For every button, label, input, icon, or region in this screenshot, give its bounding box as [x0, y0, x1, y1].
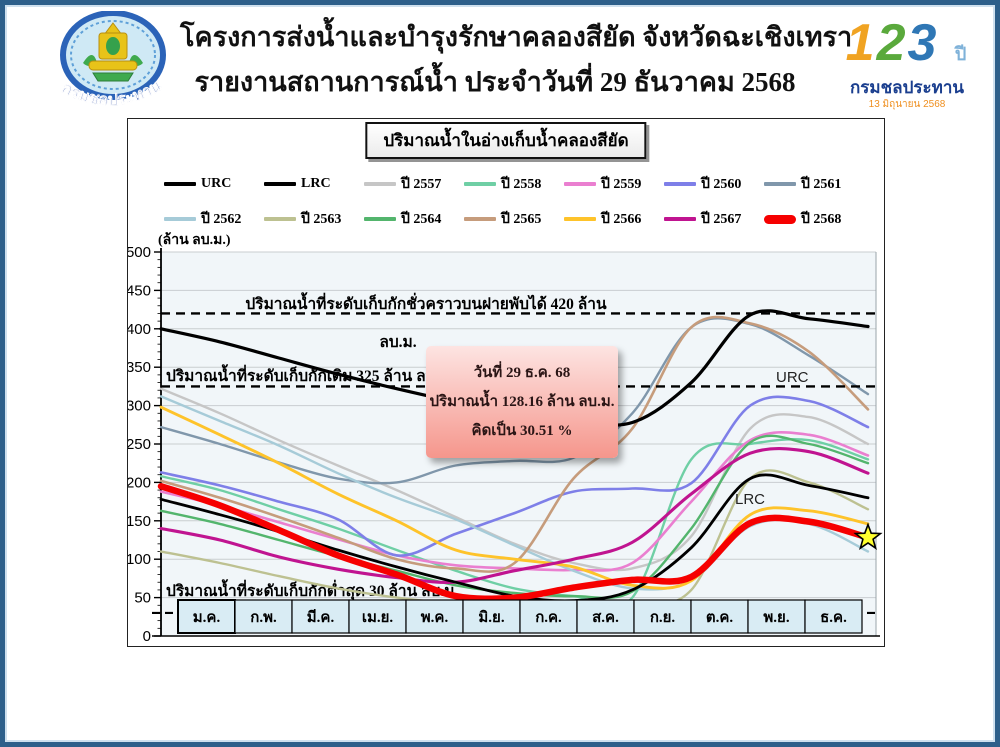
anniversary-logo: 123 ปี กรมชลประทาน 13 มิถุนายน 2568 — [817, 14, 995, 113]
legend-item-URC: URC — [164, 173, 264, 195]
department-seal-logo: กรมชลประทาน — [59, 11, 166, 109]
anniversary-123-mark: 123 ปี — [845, 14, 969, 72]
series-line-ปี-2560 — [159, 395, 870, 557]
page-title: โครงการส่งน้ำและบำรุงรักษาคลองสียัด จังห… — [180, 15, 853, 105]
legend-label: URC — [201, 176, 232, 191]
ref-label-420-line1: ปริมาณน้ำที่ระดับเก็บกักชั่วคราวบนฝายพับ… — [245, 292, 607, 313]
y-tick-label: 0 — [143, 628, 151, 645]
legend-label: ปี 2567 — [701, 212, 742, 227]
legend-swatch — [464, 217, 496, 221]
legend-label: ปี 2568 — [801, 212, 842, 227]
legend-swatch — [764, 182, 796, 186]
legend-item-ปี-2558: ปี 2558 — [464, 173, 564, 195]
legend-swatch — [264, 181, 296, 187]
legend-item-ปี-2557: ปี 2557 — [364, 173, 464, 195]
urc-inline-label: URC — [776, 369, 809, 386]
legend-item-ปี-2561: ปี 2561 — [764, 173, 864, 195]
series-line-ปี-2566 — [159, 405, 870, 590]
month-label: ส.ค. — [592, 610, 619, 626]
page-title-line-2: รายงานสถานการณ์น้ำ ประจำวันที่ 29 ธันวาค… — [194, 67, 796, 97]
annotation-volume: ปริมาณน้ำ 128.16 ล้าน ลบ.ม. — [429, 394, 615, 410]
y-tick-label: 450 — [128, 282, 151, 299]
y-tick-label: 500 — [128, 244, 151, 261]
legend-label: ปี 2558 — [501, 177, 542, 192]
legend-item-ปี-2565: ปี 2565 — [464, 208, 564, 230]
y-tick-label: 250 — [128, 436, 151, 453]
legend-item-ปี-2560: ปี 2560 — [664, 173, 764, 195]
legend-label: ปี 2564 — [401, 212, 442, 227]
legend-label: ปี 2562 — [201, 212, 242, 227]
legend-label: ปี 2563 — [301, 212, 342, 227]
month-label: ก.พ. — [250, 610, 277, 626]
current-value-star-marker — [853, 522, 883, 550]
legend-label: ปี 2566 — [601, 212, 642, 227]
legend-swatch — [364, 217, 396, 221]
ref-label-420-line2: ลบ.ม. — [379, 334, 416, 351]
legend-swatch — [664, 216, 696, 222]
legend-swatch — [264, 217, 296, 221]
legend-item-ปี-2563: ปี 2563 — [264, 208, 364, 230]
y-axis-unit-label: (ล้าน ลบ.ม.) — [158, 233, 231, 248]
legend-swatch — [164, 217, 196, 221]
anniversary-date-label: 13 มิถุนายน 2568 — [868, 99, 946, 110]
page-title-line-1: โครงการส่งน้ำและบำรุงรักษาคลองสียัด จังห… — [180, 22, 853, 52]
annotation-date: วันที่ 29 ธ.ค. 68 — [473, 365, 571, 381]
legend-swatch — [564, 182, 596, 186]
month-label: ก.ค. — [535, 610, 562, 626]
y-tick-label: 150 — [128, 513, 151, 530]
legend-item-ปี-2567: ปี 2567 — [664, 208, 764, 230]
legend-label: ปี 2557 — [401, 177, 442, 192]
legend-label: ปี 2560 — [701, 177, 742, 192]
legend-label: ปี 2565 — [501, 212, 542, 227]
month-label: ก.ย. — [650, 610, 676, 626]
y-tick-label: 300 — [128, 398, 151, 415]
month-label: มี.ค. — [307, 609, 335, 626]
legend-swatch — [764, 214, 796, 224]
y-tick-label: 50 — [134, 590, 151, 607]
month-label: พ.ค. — [421, 610, 449, 626]
month-label: มิ.ย. — [478, 608, 504, 626]
y-tick-label: 200 — [128, 474, 151, 491]
y-tick-label: 100 — [128, 551, 151, 568]
legend-item-ปี-2562: ปี 2562 — [164, 208, 264, 230]
ref-label-325: ปริมาณน้ำที่ระดับเก็บกักเดิม 325 ล้าน ลบ… — [166, 364, 454, 385]
series-line-ปี-2565 — [159, 315, 870, 573]
legend-label: LRC — [301, 176, 331, 191]
legend-label: ปี 2559 — [601, 177, 642, 192]
legend-swatch — [564, 216, 596, 222]
month-label: เม.ย. — [362, 610, 394, 626]
chart-title: ปริมาณน้ำในอ่างเก็บน้ำคลองสียัด — [365, 122, 647, 159]
legend-item-ปี-2566: ปี 2566 — [564, 208, 664, 230]
annotation-box: วันที่ 29 ธ.ค. 68 ปริมาณน้ำ 128.16 ล้าน … — [426, 346, 618, 458]
legend-item-ปี-2564: ปี 2564 — [364, 208, 464, 230]
chart-frame: 0 50 100 150 200 250 300 350 400 450 500 ปริมาณน้ำ… — [127, 118, 885, 647]
legend-swatch — [664, 182, 696, 186]
lrc-inline-label: LRC — [735, 491, 765, 508]
legend-item-LRC: LRC — [264, 173, 364, 195]
legend-label: ปี 2561 — [801, 177, 842, 192]
legend-swatch — [164, 181, 196, 187]
month-label: ธ.ค. — [820, 610, 847, 626]
month-label: ม.ค. — [193, 610, 221, 626]
legend-item-ปี-2568: ปี 2568 — [764, 208, 864, 230]
y-tick-label: 400 — [128, 321, 151, 338]
month-label: ต.ค. — [706, 610, 734, 626]
legend-swatch — [364, 182, 396, 186]
series-line-ปี-2557 — [159, 387, 870, 572]
chart-legend: URC LRC ปี 2557 ปี 2558 ปี 2559 ปี 2560 ปี 256… — [164, 173, 864, 243]
month-label: พ.ย. — [763, 610, 789, 626]
legend-swatch — [464, 182, 496, 186]
anniversary-org-label: กรมชลประทาน — [849, 78, 964, 97]
series-line-ปี-2567 — [159, 447, 870, 584]
y-tick-label: 350 — [128, 359, 151, 376]
series-line-ปี-2568 — [157, 482, 872, 603]
annotation-percent: คิดเป็น 30.51 % — [471, 423, 573, 439]
legend-item-ปี-2559: ปี 2559 — [564, 173, 664, 195]
